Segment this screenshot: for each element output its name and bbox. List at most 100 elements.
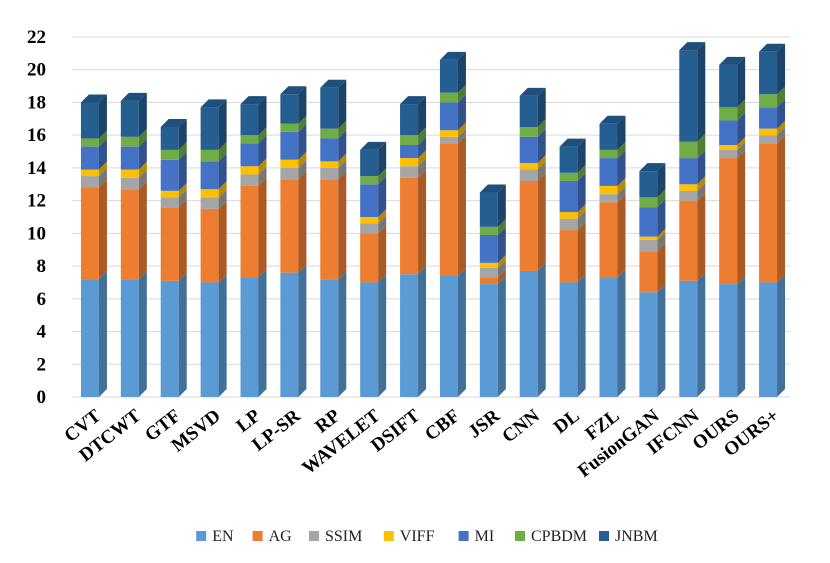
bar-segment-jnbm [320, 79, 347, 129]
bar-front [400, 177, 419, 275]
legend-label: AG [269, 528, 293, 545]
bar-side [777, 127, 786, 144]
bar-segment-en [80, 271, 107, 397]
bar-side [418, 127, 427, 145]
bar-segment-viff [320, 153, 347, 168]
bar-front [80, 146, 99, 170]
bar-side [378, 141, 387, 177]
bar-front [679, 158, 698, 185]
bar-front [719, 120, 738, 145]
bar-side [378, 274, 387, 397]
bar-front [679, 200, 698, 281]
bar-front [360, 184, 379, 217]
bar-segment-jnbm [519, 87, 546, 127]
bar-side [737, 137, 746, 150]
bar-side [258, 96, 267, 136]
bar-segment-viff [479, 254, 506, 268]
bar-side [298, 123, 307, 160]
bar-front [160, 197, 179, 208]
bar-top [280, 86, 307, 95]
bar-front [120, 100, 139, 137]
bar-segment-mi [320, 130, 347, 162]
bar-segment-ag [679, 192, 706, 281]
legend-item-jnbm: JNBM [599, 528, 658, 545]
bar-top [160, 119, 187, 127]
bar-front [400, 166, 419, 178]
bar-front [80, 187, 99, 280]
bar-segment-en [120, 271, 147, 397]
y-tick-label: 14 [27, 158, 47, 179]
legend-item-cpbdm: CPBDM [515, 528, 587, 545]
bar-segment-cpbdm [280, 115, 307, 132]
bar-side [258, 166, 267, 186]
bar-side [497, 254, 506, 268]
bar-side [577, 164, 586, 181]
legend-item-en: EN [196, 528, 234, 545]
bar-segment-viff [400, 150, 427, 167]
bar-side [258, 135, 267, 167]
bar-side [457, 122, 466, 137]
bar-segment-en [240, 269, 267, 397]
bar-front [519, 95, 538, 127]
bar-front [439, 102, 458, 131]
y-tick-label: 10 [27, 223, 46, 244]
bar-stack [599, 115, 626, 397]
y-tick-label: 8 [37, 256, 47, 277]
bar-front [120, 189, 139, 280]
bar-segment-ssim [559, 210, 586, 231]
bar-front [519, 127, 538, 137]
bar-side [537, 263, 546, 397]
bar-top [559, 138, 586, 147]
bar-front [479, 192, 498, 227]
bar-front [559, 181, 578, 213]
bar-front [759, 135, 778, 144]
bar-front [320, 138, 339, 162]
bar-side [218, 189, 227, 209]
bar-side [98, 130, 107, 147]
bar-side [338, 271, 347, 397]
bar-segment-viff [439, 122, 466, 137]
bar-stack [759, 43, 786, 397]
bar-segment-mi [599, 150, 626, 186]
bar-side [497, 218, 506, 235]
bars [80, 42, 786, 397]
bar-side [537, 161, 546, 181]
legend-swatch [515, 531, 525, 541]
bar-side [737, 56, 746, 108]
bar-segment-mi [160, 151, 187, 191]
bar-segment-ag [280, 171, 307, 273]
bar-front [639, 292, 658, 397]
bar-front [200, 107, 219, 150]
bar-side [657, 231, 666, 252]
bar-side [138, 169, 147, 190]
bar-segment-en [280, 264, 307, 397]
y-tick-label: 16 [27, 125, 46, 146]
bar-front [280, 159, 299, 168]
bar-side [497, 276, 506, 397]
bar-side [378, 168, 387, 185]
bar-segment-viff [280, 151, 307, 168]
bar-front [439, 59, 458, 93]
legend-swatch [252, 531, 263, 541]
bar-stack [120, 92, 147, 397]
bar-segment-en [599, 269, 626, 397]
bar-segment-ssim [679, 182, 706, 201]
legend-swatch [196, 531, 207, 541]
bar-side [138, 161, 147, 178]
bar-segment-viff [679, 176, 706, 191]
bar-segment-ssim [519, 161, 546, 181]
bar-side [298, 86, 307, 124]
bar-front [320, 179, 339, 280]
bar-segment-mi [719, 112, 746, 145]
bar-segment-jnbm [759, 43, 786, 95]
bar-segment-en [519, 263, 546, 397]
bar-segment-ag [719, 150, 746, 285]
bar-segment-ag [120, 181, 147, 280]
bar-side [298, 171, 307, 273]
x-tick-label: DL [550, 405, 584, 438]
bar-front [280, 123, 299, 132]
bar-front [759, 143, 778, 283]
bar-front [200, 161, 219, 190]
y-tick-label: 6 [37, 289, 47, 310]
